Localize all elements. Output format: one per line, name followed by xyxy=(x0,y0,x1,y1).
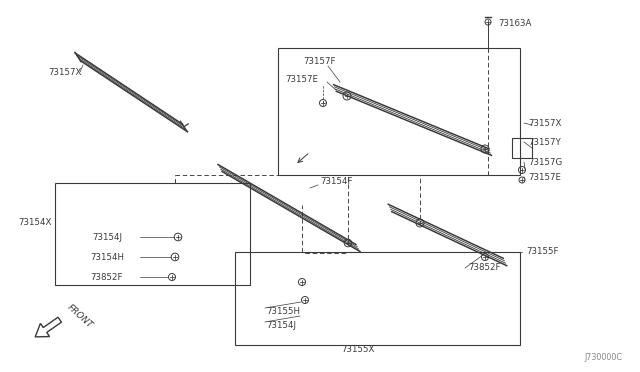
Text: 73154H: 73154H xyxy=(90,253,124,262)
Text: 73155H: 73155H xyxy=(266,308,300,317)
Text: 73157E: 73157E xyxy=(285,74,318,83)
Bar xyxy=(55,183,250,285)
Text: 73852F: 73852F xyxy=(468,263,500,273)
Text: J730000C: J730000C xyxy=(584,353,622,362)
Text: 73157E: 73157E xyxy=(528,173,561,182)
Text: 73154X: 73154X xyxy=(18,218,51,227)
Text: 73163A: 73163A xyxy=(498,19,531,28)
Text: FRONT: FRONT xyxy=(65,302,94,330)
Text: 73155F: 73155F xyxy=(526,247,559,257)
Text: 73157X: 73157X xyxy=(48,67,81,77)
Text: 73154J: 73154J xyxy=(92,232,122,241)
Text: 73157F: 73157F xyxy=(303,57,335,65)
Text: 73852F: 73852F xyxy=(90,273,122,282)
Bar xyxy=(278,48,520,175)
Bar xyxy=(512,138,532,158)
Text: 73157G: 73157G xyxy=(528,157,563,167)
Bar xyxy=(235,252,520,345)
Text: 73154J: 73154J xyxy=(266,321,296,330)
Text: 73155X: 73155X xyxy=(341,346,374,355)
Text: 73157X: 73157X xyxy=(528,119,561,128)
Text: 73154F: 73154F xyxy=(320,176,353,186)
Text: 73157Y: 73157Y xyxy=(528,138,561,147)
